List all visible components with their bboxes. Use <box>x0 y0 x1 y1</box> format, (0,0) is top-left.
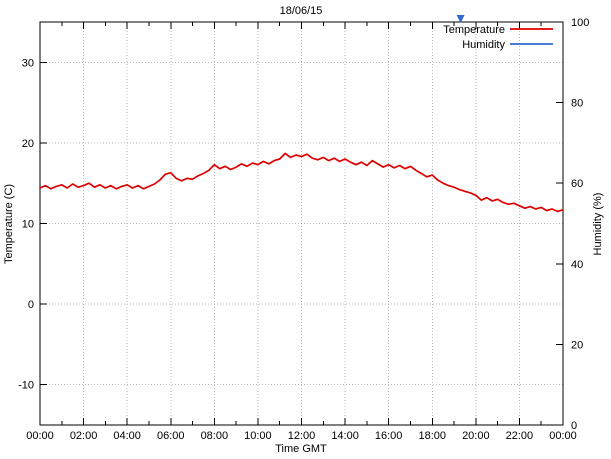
x-tick-label: 00:00 <box>549 430 577 442</box>
legend-layer: Temperature Humidity <box>443 24 553 51</box>
series-layer <box>39 152 564 213</box>
x-tick-label: 12:00 <box>288 430 316 442</box>
y-left-tick-label: 30 <box>22 57 34 69</box>
x-tick-label: 20:00 <box>462 430 490 442</box>
y-right-tick-label: 100 <box>571 17 589 29</box>
x-axis-label: Time GMT <box>275 443 327 455</box>
humidity-marker <box>456 15 465 23</box>
legend-label-humidity: Humidity <box>462 39 505 51</box>
x-tick-label: 04:00 <box>113 430 141 442</box>
x-tick-label: 14:00 <box>331 430 359 442</box>
x-tick-label: 00:00 <box>26 430 54 442</box>
y-right-tick-label: 80 <box>571 98 583 110</box>
chart-title: 18/06/15 <box>280 5 323 17</box>
marker-layer <box>456 15 465 23</box>
legend-label-temperature: Temperature <box>443 24 505 36</box>
y-axis-label-right: Humidity (%) <box>592 193 604 256</box>
y-right-tick-label: 0 <box>571 420 577 432</box>
temperature-line <box>39 152 564 213</box>
y-left-tick-label: 20 <box>22 138 34 150</box>
grid-layer <box>40 22 563 425</box>
x-tick-label: 08:00 <box>201 430 229 442</box>
y-right-tick-label: 40 <box>571 259 583 271</box>
axis-layer: 00:00 02:00 04:00 06:00 08:00 10:00 12:00 14:00… <box>18 17 589 442</box>
x-tick-label: 02:00 <box>70 430 98 442</box>
y-left-tick-label: -10 <box>18 380 34 392</box>
x-tick-label: 22:00 <box>506 430 534 442</box>
x-tick-label: 06:00 <box>157 430 185 442</box>
y-left-tick-label: 10 <box>22 219 34 231</box>
x-tick-label: 18:00 <box>418 430 446 442</box>
y-axis-label-left: Temperature (C) <box>3 184 15 264</box>
x-tick-label: 10:00 <box>244 430 272 442</box>
y-right-tick-label: 20 <box>571 339 583 351</box>
y-right-tick-label: 60 <box>571 178 583 190</box>
y-left-tick-label: 0 <box>28 299 34 311</box>
x-tick-label: 16:00 <box>375 430 403 442</box>
